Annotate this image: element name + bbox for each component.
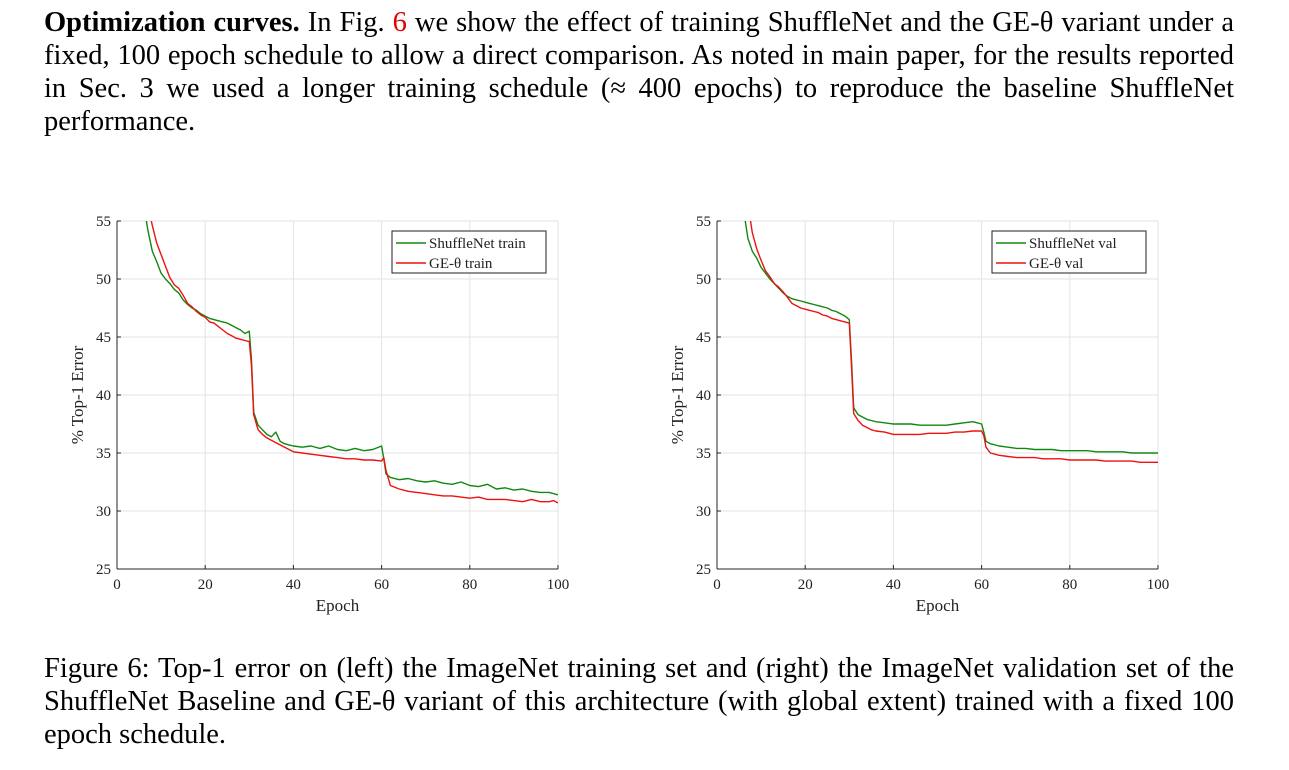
x-tick-label: 20 <box>798 577 813 593</box>
legend-label: ShuffleNet train <box>429 236 526 252</box>
legend-label: GE-θ val <box>1029 256 1083 272</box>
paragraph-text-2: we show the effect of training ShuffleNe… <box>44 7 1234 137</box>
chart-train-error: 0 20 40 60 80 100 25 30 35 40 45 50 55 Epoch % Top-1 E… <box>68 214 570 615</box>
y-axis-label: % Top-1 Error <box>68 345 87 444</box>
x-tick-label: 40 <box>286 577 301 593</box>
x-tick-label: 20 <box>198 577 213 593</box>
paragraph-heading: Optimization curves. <box>44 7 300 38</box>
x-tick-label: 40 <box>886 577 901 593</box>
series-line-shufflenet-val <box>744 221 1158 454</box>
y-tick-label: 35 <box>96 446 111 462</box>
legend-label: ShuffleNet val <box>1029 236 1117 252</box>
x-tick-label: 100 <box>1147 577 1170 593</box>
chart-val-error: 0 20 40 60 80 100 25 30 35 40 45 50 55 Epoch % Top-1 E… <box>668 214 1170 615</box>
paragraph-text-1: In Fig. <box>299 7 393 38</box>
series-line-ge-val <box>749 221 1158 463</box>
y-tick-label: 50 <box>696 272 711 288</box>
y-tick-label: 45 <box>696 330 711 346</box>
y-tick-label: 55 <box>696 214 711 230</box>
y-tick-label: 50 <box>96 272 111 288</box>
chart-legend: ShuffleNet train GE-θ train <box>391 230 547 274</box>
y-tick-label: 40 <box>696 388 711 404</box>
legend-box <box>391 230 547 274</box>
y-tick-label: 25 <box>696 562 711 578</box>
x-tick-label: 100 <box>547 577 570 593</box>
x-tick-label: 80 <box>1062 577 1077 593</box>
legend-box <box>991 230 1147 274</box>
y-tick-label: 45 <box>96 330 111 346</box>
x-tick-label: 60 <box>974 577 989 593</box>
chart-legend: ShuffleNet val GE-θ val <box>991 230 1147 274</box>
x-tick-label: 0 <box>713 577 721 593</box>
y-tick-label: 30 <box>696 504 711 520</box>
y-axis-label: % Top-1 Error <box>668 345 687 444</box>
x-axis-label: Epoch <box>916 596 960 615</box>
x-tick-label: 60 <box>374 577 389 593</box>
legend-label: GE-θ train <box>429 256 493 272</box>
y-tick-label: 35 <box>696 446 711 462</box>
body-paragraph: Optimization curves. In Fig. 6 we show t… <box>44 6 1234 138</box>
x-axis-label: Epoch <box>316 596 360 615</box>
figure-caption: Figure 6: Top-1 error on (left) the Imag… <box>44 653 1234 750</box>
x-tick-label: 0 <box>113 577 121 593</box>
y-tick-label: 30 <box>96 504 111 520</box>
figure-reference-link[interactable]: 6 <box>392 7 407 38</box>
x-tick-label: 80 <box>462 577 477 593</box>
y-tick-label: 40 <box>96 388 111 404</box>
y-tick-label: 55 <box>96 214 111 230</box>
y-tick-label: 25 <box>96 562 111 578</box>
series-line-ge-train <box>150 221 558 504</box>
